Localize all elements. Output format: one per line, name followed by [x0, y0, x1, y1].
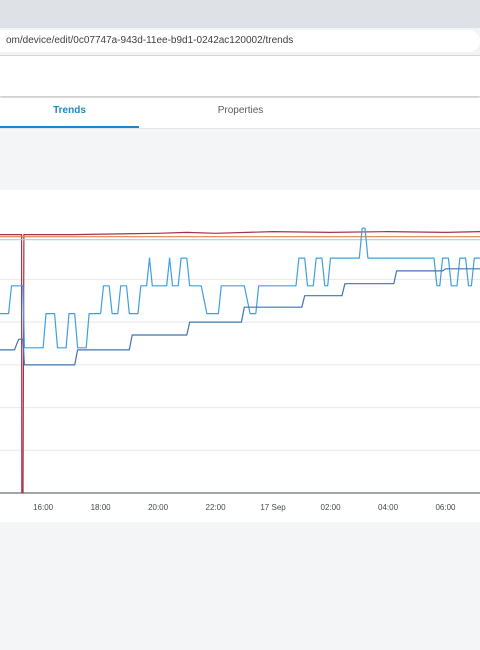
browser-tab-strip — [0, 0, 480, 28]
x-tick-label: 06:00 — [435, 503, 456, 512]
tabs-bar: Trends Properties — [0, 98, 480, 129]
tab-properties[interactable]: Properties — [217, 105, 264, 116]
series-line-1 — [0, 230, 480, 494]
trend-chart: 16:00 18:00 20:00 22:00 17 Sep 02:00 04:00 06:0… — [0, 227, 480, 512]
x-tick-label: 22:00 — [206, 503, 227, 512]
x-tick-label: 17 Sep — [260, 503, 286, 512]
tab-trends[interactable]: Trends — [0, 98, 139, 128]
trend-chart-card: 16:00 18:00 20:00 22:00 17 Sep 02:00 04:00 06:0… — [0, 190, 480, 522]
x-tick-label: 16:00 — [33, 503, 54, 512]
app-header — [0, 56, 480, 96]
x-tick-label: 04:00 — [378, 503, 399, 512]
browser-address-bar: om/device/edit/0c07747a-943d-11ee-b9d1-0… — [0, 28, 480, 56]
series-line-4 — [0, 227, 480, 349]
x-tick-label: 02:00 — [321, 503, 342, 512]
x-tick-label: 20:00 — [148, 503, 169, 512]
url-input[interactable]: om/device/edit/0c07747a-943d-11ee-b9d1-0… — [0, 30, 480, 52]
x-tick-label: 18:00 — [91, 503, 112, 512]
series-line-5 — [0, 268, 480, 366]
